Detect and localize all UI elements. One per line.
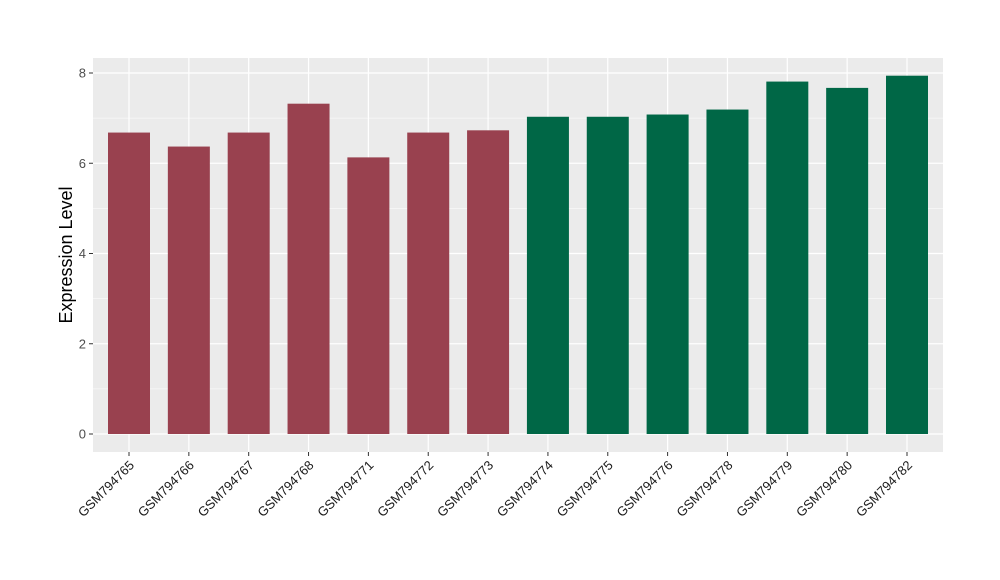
x-axis: GSM794765GSM794766GSM794767GSM794768GSM7…	[75, 452, 915, 520]
x-tick-label: GSM794766	[135, 458, 197, 520]
x-tick-label: GSM794776	[614, 458, 676, 520]
bar-gsm794778	[706, 109, 749, 435]
bars	[108, 75, 928, 435]
y-axis-title: Expression Level	[56, 186, 76, 323]
x-tick-label: GSM794779	[733, 458, 795, 520]
y-tick-label: 8	[79, 66, 86, 81]
bar-gsm794780	[826, 87, 869, 435]
x-tick-label: GSM794782	[853, 458, 915, 520]
x-tick-label: GSM794768	[254, 458, 316, 520]
bar-gsm794782	[886, 75, 928, 435]
bar-gsm794772	[407, 132, 450, 434]
y-tick-label: 0	[79, 427, 86, 442]
bar-gsm794776	[646, 114, 689, 434]
y-tick-label: 6	[79, 156, 86, 171]
x-tick-label: GSM794765	[75, 458, 137, 520]
x-tick-label: GSM794771	[314, 458, 376, 520]
bar-gsm794768	[287, 103, 330, 434]
y-axis: 0 2 4 6 8	[79, 66, 93, 442]
x-tick-label: GSM794774	[494, 458, 556, 520]
bar-gsm794767	[227, 132, 270, 434]
x-tick-label: GSM794767	[195, 458, 257, 520]
y-tick-label: 4	[79, 246, 86, 261]
x-tick-label: GSM794775	[554, 458, 616, 520]
bar-gsm794765	[108, 132, 150, 434]
y-tick-label: 2	[79, 336, 86, 351]
plot-panel	[93, 58, 943, 452]
bar-gsm794766	[167, 146, 210, 434]
bar-gsm794774	[526, 116, 569, 435]
bar-gsm794771	[347, 157, 390, 435]
bar-gsm794773	[467, 130, 510, 434]
x-tick-label: GSM794772	[374, 458, 436, 520]
x-tick-label: GSM794778	[673, 458, 735, 520]
x-tick-label: GSM794773	[434, 458, 496, 520]
bar-gsm794775	[586, 116, 629, 435]
bar-gsm794779	[766, 81, 809, 434]
x-tick-label: GSM794780	[793, 458, 855, 520]
